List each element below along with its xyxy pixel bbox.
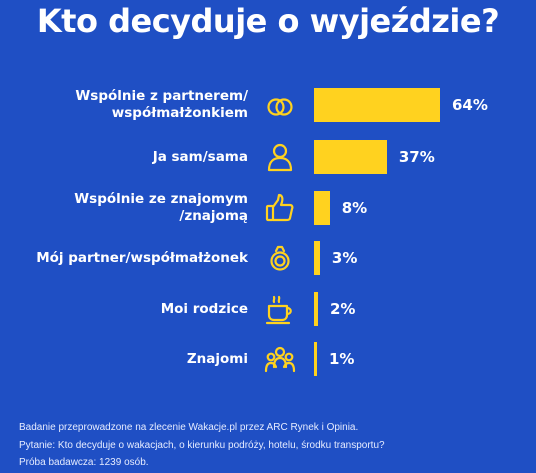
footer-notes: Badanie przeprowadzone na zlecenie Wakac… xyxy=(19,419,529,472)
person-icon xyxy=(264,141,296,173)
bar xyxy=(314,140,387,174)
category-label: Ja sam/sama xyxy=(152,148,248,165)
value-label: 8% xyxy=(341,199,368,217)
category-label: Moi rodzice xyxy=(160,300,248,317)
footer-question: Pytanie: Kto decyduje o wakacjach, o kie… xyxy=(19,439,385,451)
ring-icon xyxy=(264,242,296,274)
footer-sample: Próba badawcza: 1239 osób. xyxy=(19,457,149,468)
value-label: 1% xyxy=(329,350,355,368)
value-label: 2% xyxy=(329,300,356,318)
category-label: Znajomi xyxy=(186,350,248,367)
category-label: Wspólnie ze znajomym /znajomą xyxy=(74,191,248,224)
category-label: Wspólnie z partnerem/ współmałżonkiem xyxy=(75,88,248,121)
value-label: 37% xyxy=(398,148,435,166)
thumbs-up-icon xyxy=(264,192,296,224)
bar xyxy=(314,88,440,122)
bar xyxy=(314,241,320,275)
bar xyxy=(314,342,317,376)
footer-source: Badanie przeprowadzone na zlecenie Wakac… xyxy=(19,422,359,433)
rings-icon xyxy=(264,89,296,121)
chart-title: Kto decyduje o wyjeździe? xyxy=(36,2,500,40)
coffee-cup-icon xyxy=(264,293,296,325)
value-label: 64% xyxy=(452,96,488,114)
bar-chart: Wspólnie z partnerem/ współmałżonkiem 64%… xyxy=(36,88,488,376)
category-label: Mój partner/współmałżonek xyxy=(36,249,248,266)
bar xyxy=(314,292,318,326)
group-icon xyxy=(264,343,296,375)
bar xyxy=(314,191,330,225)
value-label: 3% xyxy=(331,249,358,267)
